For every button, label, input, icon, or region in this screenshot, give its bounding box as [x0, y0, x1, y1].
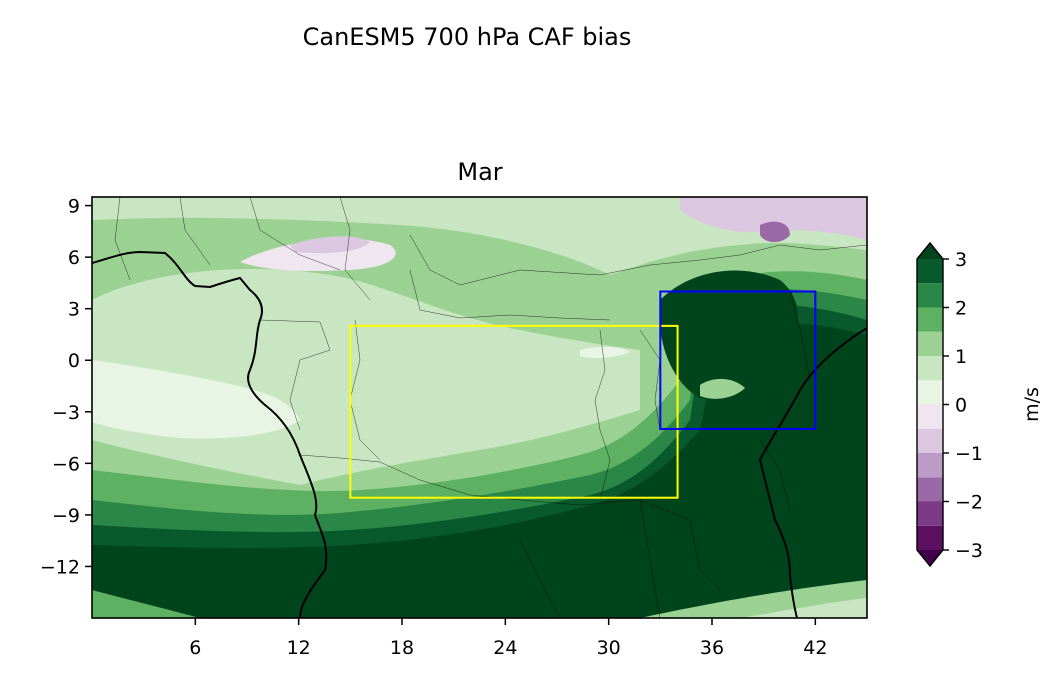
contour-band-extreme — [92, 323, 867, 618]
y-tick-label: 6 — [68, 247, 80, 269]
x-tick-label: 36 — [700, 637, 724, 659]
colorbar-tick-label: −1 — [955, 443, 983, 465]
coastline — [92, 250, 328, 618]
colorbar-extend-max — [917, 243, 943, 259]
figure-suptitle: CanESM5 700 hPa CAF bias — [303, 23, 632, 51]
colorbar-segment — [917, 331, 943, 356]
bias-field — [92, 197, 867, 618]
contour-neutral-west — [92, 360, 300, 439]
colorbar: 3 2 1 0 −1 −2 −3 m/s — [916, 241, 1043, 568]
contour-north-negative — [290, 236, 370, 254]
y-tick-label: 3 — [68, 299, 80, 321]
colorbar-tick-label: 0 — [955, 395, 967, 417]
y-tick-label: −12 — [40, 556, 80, 578]
contour-east-core-strong — [660, 270, 799, 401]
colorbar-segment — [917, 259, 943, 284]
panel-title: Mar — [457, 158, 502, 186]
y-tick-label: −6 — [52, 453, 80, 475]
colorbar-segment — [917, 307, 943, 332]
y-tick-label: −3 — [52, 402, 80, 424]
y-tick-label: 0 — [68, 350, 80, 372]
colorbar-segment — [917, 404, 943, 429]
x-axis: 6 12 18 24 30 36 42 — [189, 618, 827, 659]
colorbar-segment — [917, 380, 943, 405]
colorbar-label: m/s — [1021, 387, 1043, 422]
colorbar-segment — [917, 477, 943, 502]
colorbar-segment — [917, 525, 943, 550]
colorbar-tick-label: −2 — [955, 492, 983, 514]
y-tick-label: 9 — [68, 196, 80, 218]
colorbar-segment — [917, 356, 943, 381]
contour-east-core-light — [700, 378, 745, 399]
x-tick-label: 12 — [287, 637, 311, 659]
y-axis: 9 6 3 0 −3 −6 −9 −12 — [40, 196, 92, 578]
contour-southeast-weak — [740, 598, 867, 618]
x-tick-label: 24 — [493, 637, 517, 659]
colorbar-segment — [917, 283, 943, 308]
contour-northeast-negative — [680, 197, 867, 240]
region-box-2 — [659, 290, 817, 430]
contour-north-light — [92, 197, 867, 275]
colorbar-tick-label: −3 — [955, 540, 983, 562]
y-tick-label: −9 — [52, 505, 80, 527]
colorbar-segment — [917, 453, 943, 478]
contour-northeast-strong-negative — [760, 221, 790, 243]
colorbar-segment — [917, 501, 943, 526]
country-borders — [114, 197, 867, 618]
colorbar-tick-label: 3 — [955, 249, 967, 271]
x-tick-label: 18 — [390, 637, 414, 659]
colorbar-extend-min — [917, 550, 943, 566]
map-plot-area — [92, 197, 867, 618]
colorbar-tick-label: 1 — [955, 346, 967, 368]
contour-southwest-moderate — [92, 590, 200, 618]
coastline-east — [758, 327, 867, 618]
region-boxes — [349, 290, 817, 499]
x-tick-label: 30 — [597, 637, 621, 659]
x-tick-label: 6 — [189, 637, 201, 659]
colorbar-tick-label: 2 — [955, 298, 967, 320]
x-tick-label: 42 — [803, 637, 827, 659]
map-frame — [91, 196, 868, 619]
region-box-1 — [349, 324, 679, 499]
colorbar-segment — [917, 428, 943, 453]
contour-central-neutral-streak — [580, 346, 630, 359]
